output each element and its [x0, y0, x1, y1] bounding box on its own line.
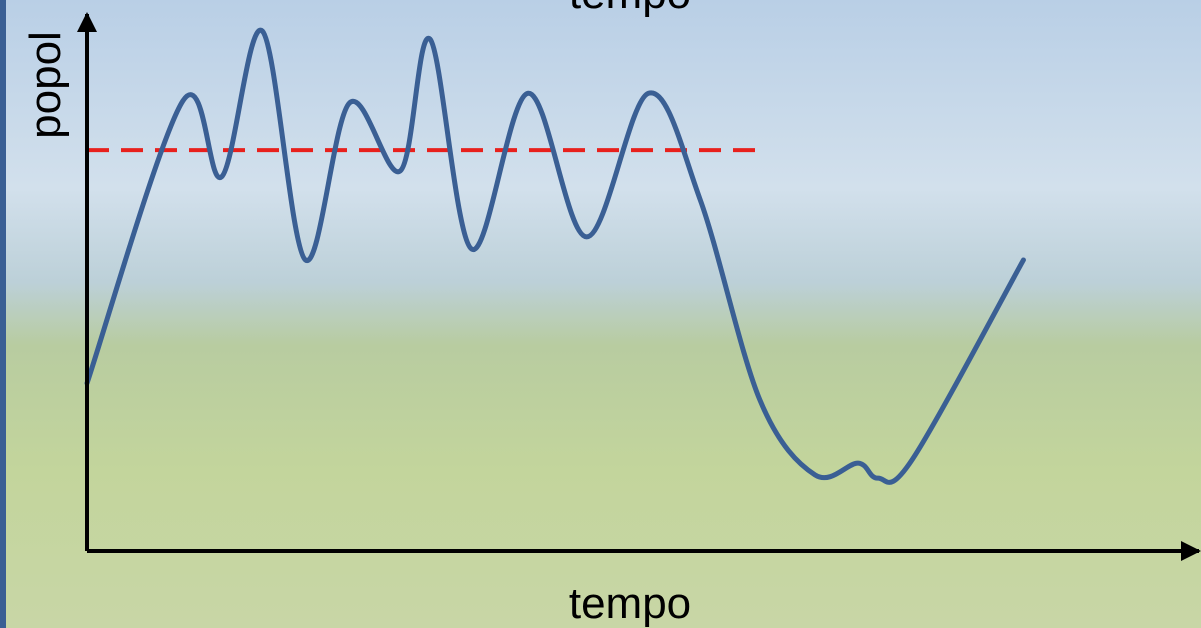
left-edge: [0, 0, 6, 628]
x-axis-label: tempo: [569, 579, 691, 628]
chart: tempo tempo popol: [0, 0, 1201, 628]
chart-title: tempo: [569, 0, 691, 18]
y-axis-label: popol: [21, 31, 70, 139]
page: {"chart_data": {"type": "line", "title":…: [0, 0, 1201, 628]
background: [0, 0, 1201, 628]
